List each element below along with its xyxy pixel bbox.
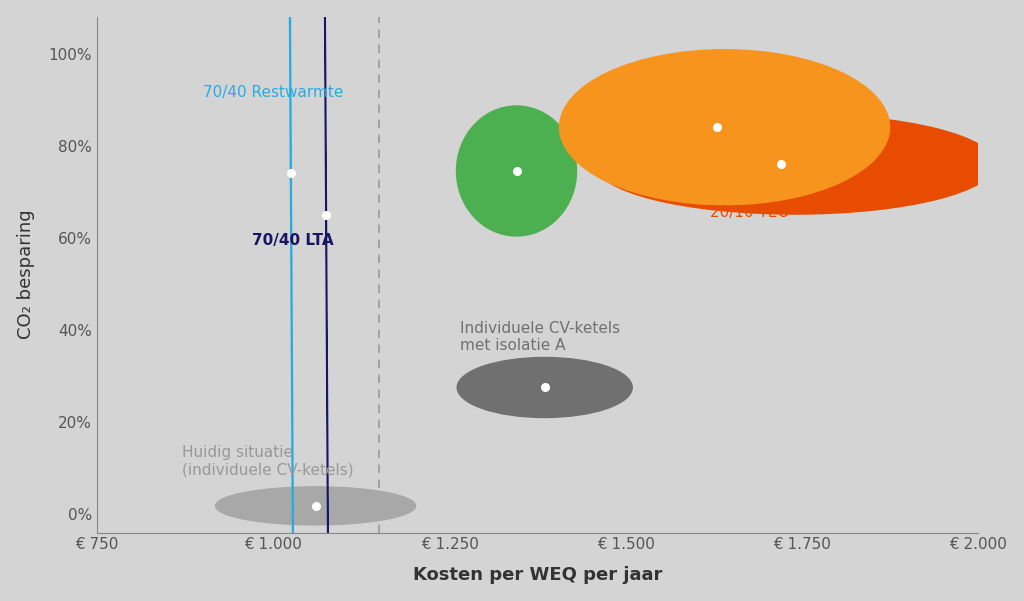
Ellipse shape <box>215 487 416 525</box>
Text: 70/40 LTA: 70/40 LTA <box>252 233 334 248</box>
Y-axis label: CO₂ besparing: CO₂ besparing <box>16 210 35 340</box>
Ellipse shape <box>457 358 632 418</box>
Text: Individuele CV-ketels
met isolatie A: Individuele CV-ketels met isolatie A <box>460 320 621 353</box>
Ellipse shape <box>457 106 577 236</box>
Text: Individuele lucht WP: Individuele lucht WP <box>657 62 814 77</box>
Text: 20/10 TEO: 20/10 TEO <box>711 205 790 220</box>
Ellipse shape <box>281 0 372 601</box>
Text: Huidig situatie
(individuele CV-ketels): Huidig situatie (individuele CV-ketels) <box>181 445 353 477</box>
Text: 70/40 Restwarmte: 70/40 Restwarmte <box>203 85 343 100</box>
Ellipse shape <box>236 0 346 601</box>
Ellipse shape <box>595 114 995 214</box>
X-axis label: Kosten per WEQ per jaar: Kosten per WEQ per jaar <box>413 566 663 584</box>
Ellipse shape <box>559 50 890 205</box>
Text: 40/25 LTA: 40/25 LTA <box>474 205 548 220</box>
